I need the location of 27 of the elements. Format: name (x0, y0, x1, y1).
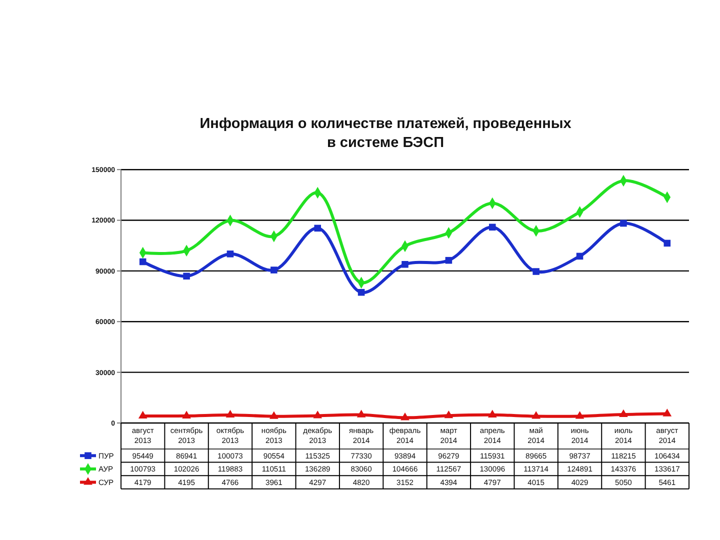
point (488, 410, 497, 418)
point (532, 268, 540, 275)
point (139, 258, 146, 266)
point (532, 411, 541, 419)
point (313, 410, 322, 418)
point (575, 411, 584, 419)
point (488, 224, 496, 231)
point (664, 240, 671, 247)
point (576, 252, 584, 260)
point (619, 409, 628, 418)
point (400, 412, 410, 420)
point (226, 410, 235, 418)
point (620, 220, 627, 227)
point (445, 256, 452, 264)
point (356, 410, 366, 418)
chart-title: Информация о количестве платежей, проведенных в системе БЭСП (200, 116, 572, 151)
point (662, 408, 672, 416)
point (444, 410, 454, 418)
point (314, 224, 322, 232)
point (269, 411, 278, 419)
point (358, 288, 365, 296)
point (183, 272, 190, 280)
point (270, 266, 278, 274)
point (226, 250, 234, 258)
point (402, 260, 408, 268)
point (138, 410, 148, 418)
point (182, 410, 191, 418)
